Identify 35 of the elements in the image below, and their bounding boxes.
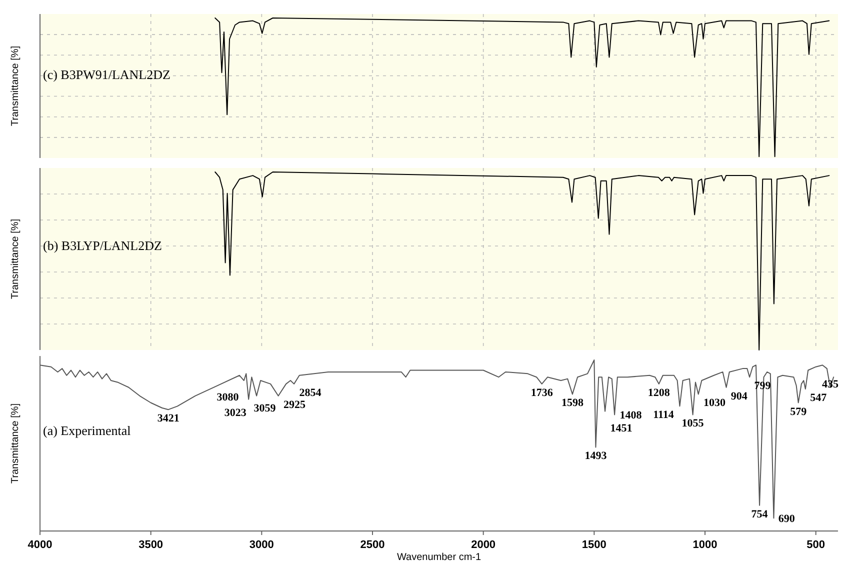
annotation: 1493: [584, 450, 608, 462]
y-axis-title: Transmittance [%]: [10, 218, 21, 300]
annotation: 3023: [224, 406, 247, 419]
text: (a) Experimental: [43, 422, 132, 438]
annotation: 1055: [682, 418, 704, 430]
x-tick-label: 3500: [138, 539, 164, 551]
annotation: 547: [810, 392, 828, 404]
x-tick-label: 3000: [249, 539, 274, 551]
y-axis-title: Transmittance [%]: [10, 46, 21, 126]
annotation: 1114: [653, 409, 674, 422]
annotation: 2854: [299, 386, 322, 399]
x-tick-label: 500: [806, 539, 826, 551]
x-tick-label: 1000: [692, 539, 718, 551]
annotation: 904: [730, 390, 748, 402]
x-tick-label: 2500: [360, 539, 385, 551]
annotation: 690: [778, 513, 796, 526]
annotation: 1408: [620, 410, 642, 422]
annotation: 3421: [157, 412, 180, 425]
text: (b) B3LYP/LANL2DZ: [43, 238, 162, 253]
annotation: 1451: [610, 422, 632, 434]
y-axis-title: Transmittance [%]: [10, 403, 21, 484]
annotation: 1598: [561, 397, 584, 410]
annotation: 1030: [704, 397, 726, 410]
x-axis-title: Wavenumber cm-1: [396, 552, 482, 561]
annotation: 2925: [283, 398, 306, 411]
x-tick-label: 4000: [28, 539, 52, 551]
x-tick-label: 1500: [582, 539, 606, 551]
annotation: 1736: [530, 386, 554, 399]
annotation: 1208: [648, 386, 670, 399]
annotation: 754: [751, 508, 768, 520]
text: (c) B3PW91/LANL2DZ: [43, 66, 171, 82]
annotation: 3059: [254, 402, 276, 414]
x-tick-label: 2000: [471, 539, 496, 551]
annotation: 579: [790, 406, 808, 418]
annotation: 3080: [216, 392, 240, 404]
